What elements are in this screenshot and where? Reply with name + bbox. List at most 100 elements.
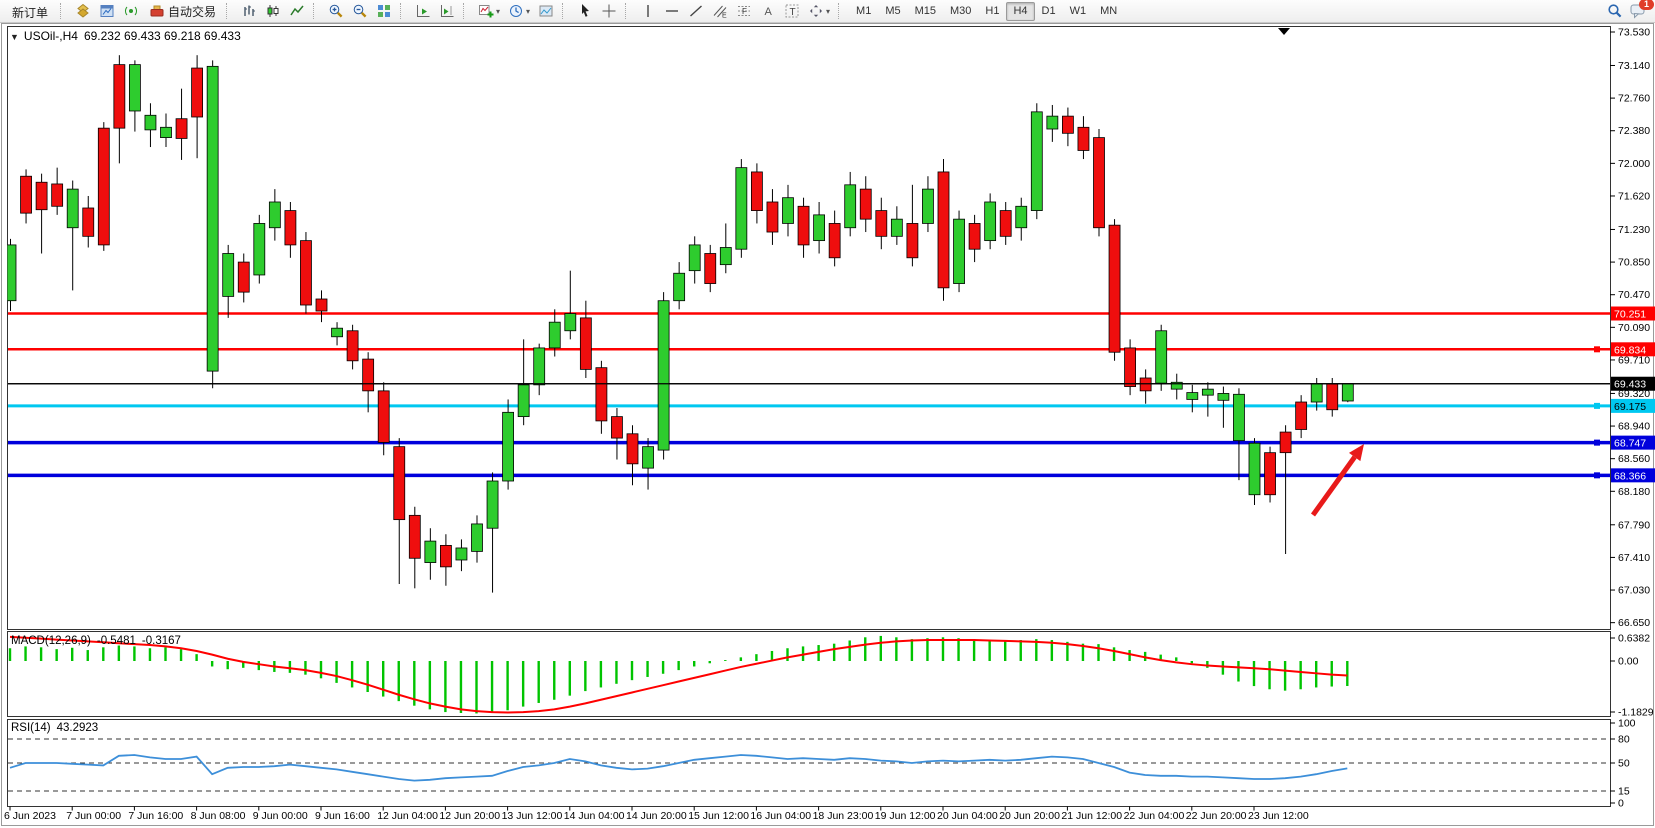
candle-body [968,223,981,250]
candle-body [797,205,810,246]
candle-body [751,171,763,211]
candle-body [1310,383,1323,403]
arrow-head [1348,444,1364,462]
text-icon[interactable]: A [756,1,780,22]
time-axis[interactable]: 6 Jun 2023 7 Jun 00:00 7 Jun 16:00 8 Jun 08… [4,806,1309,823]
trendline-icon[interactable] [684,1,708,22]
candle-body [113,64,126,129]
signal-icon[interactable] [119,1,143,22]
candle-body [502,411,515,482]
candle-body [1077,126,1090,151]
price-tick-label: 72.000 [1618,158,1650,170]
price-label-box [1611,398,1655,413]
time-tick-label: 18 Jun 23:00 [813,810,874,822]
timeframe-m15[interactable]: M15 [908,2,943,21]
timeframe-m30[interactable]: M30 [943,2,978,21]
timeframe-m5[interactable]: M5 [878,2,907,21]
time-tick-label: 22 Jun 04:00 [1124,810,1185,822]
price-tick-label: 66.650 [1618,617,1650,629]
autotrading-button[interactable]: 自动交易 [143,2,222,21]
timeframe-w1[interactable]: W1 [1063,2,1094,21]
price-label-text: 68.747 [1614,438,1646,450]
shift-marker-icon[interactable] [1278,28,1290,35]
toolbar: 新订单 自动交易 ▾ ▾ E F A T ▾ M1 M5 M15 M30 H1 H4 D1 W1 MN 1 [0,0,1655,23]
candle-body [393,446,406,521]
candle-body [377,390,390,443]
main-panel[interactable] [7,26,1611,630]
rsi-tick-label: 100 [1618,718,1636,730]
candle-body [766,201,779,233]
candle-body [408,514,421,559]
indicators-icon[interactable]: ▾ [474,1,504,22]
time-tick-label: 22 Jun 20:00 [1186,810,1247,822]
arrows-icon[interactable]: ▾ [804,1,834,22]
timeframe-h4[interactable]: H4 [1006,1,1035,21]
hline-handle[interactable] [1594,346,1600,353]
candle-body [548,321,561,349]
main-chart-layer [7,55,1610,593]
price-tick-label: 70.470 [1618,289,1650,301]
candle-body [1155,330,1168,384]
chart-collapse-icon[interactable]: ▼ [10,32,19,42]
rsi-line [9,754,1348,782]
candle-body [984,201,997,242]
price-label-text: 69.834 [1614,344,1646,356]
price-axis[interactable]: 73.530 73.140 72.760 72.380 72.000 71.620 71.2… [1610,27,1655,630]
candlestick-chart-icon[interactable] [261,1,285,22]
candle-body [579,317,592,370]
fibonacci-icon[interactable]: F [732,1,756,22]
candle-body [813,214,825,242]
candle-body [128,64,141,112]
crosshair-icon[interactable] [597,1,621,22]
macd-signal-line [9,635,1348,714]
candle-body [82,207,95,237]
new-order-button[interactable]: 新订单 [4,2,56,21]
macd-panel[interactable] [7,631,1611,717]
hline-handle[interactable] [1594,472,1600,479]
time-tick-label: 23 Jun 12:00 [1248,810,1309,822]
tile-windows-icon[interactable] [372,1,396,22]
timeframe-m1[interactable]: M1 [849,2,878,21]
candle-body [1279,431,1292,454]
price-tick-label: 69.710 [1618,354,1650,366]
candle-body [611,416,623,439]
timeframe-h1[interactable]: H1 [978,2,1006,21]
price-tick-label: 68.560 [1618,453,1650,465]
candle-body [1170,381,1183,390]
zoom-out-icon[interactable] [348,1,372,22]
candle-body [626,433,639,465]
zoom-in-icon[interactable] [324,1,348,22]
candle-body [533,347,546,386]
hline-handle[interactable] [1594,402,1600,409]
templates-icon[interactable] [534,1,558,22]
bar-chart-icon[interactable] [237,1,261,22]
candle-body [331,327,343,338]
rsi-layer [8,738,1610,792]
new-chart-icon[interactable] [71,1,95,22]
price-tick-label: 72.380 [1618,125,1650,137]
cursor-icon[interactable] [573,1,597,22]
time-tick-label: 16 Jun 04:00 [750,810,811,822]
timeframe-mn[interactable]: MN [1093,2,1124,21]
vertical-line-icon[interactable] [636,1,660,22]
candle-body [97,127,110,246]
periods-icon[interactable]: ▾ [504,1,534,22]
auto-scroll-icon[interactable] [411,1,435,22]
candle-body [859,188,872,220]
toolbar-separator [313,3,320,19]
profiles-icon[interactable] [95,1,119,22]
arrow-annotation[interactable] [1310,455,1357,517]
channel-icon[interactable]: E [708,1,732,22]
line-chart-icon[interactable] [285,1,309,22]
candle-body [875,210,888,237]
search-icon[interactable] [1603,1,1627,22]
horizontal-line-icon[interactable] [660,1,684,22]
text-label-icon[interactable]: T [780,1,804,22]
candle-body [1201,388,1214,396]
hline-handle[interactable] [1594,439,1600,446]
timeframe-d1[interactable]: D1 [1035,2,1063,21]
candle-body [595,367,608,422]
chart-shift-icon[interactable] [435,1,459,22]
chart-canvas[interactable]: 73.530 73.140 72.760 72.380 72.000 71.620 71.2… [0,23,1655,828]
chat-icon[interactable]: 1 [1627,0,1654,22]
